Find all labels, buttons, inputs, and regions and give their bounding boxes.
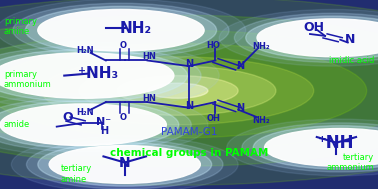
Ellipse shape — [242, 123, 378, 172]
Text: primary
amine: primary amine — [4, 17, 37, 36]
Text: ⁺NH: ⁺NH — [318, 134, 355, 152]
Ellipse shape — [253, 126, 378, 169]
Ellipse shape — [0, 46, 201, 105]
Ellipse shape — [25, 6, 217, 54]
Text: N: N — [344, 33, 355, 46]
Text: NH₂: NH₂ — [252, 42, 270, 51]
Ellipse shape — [0, 42, 219, 110]
Text: H₂N: H₂N — [76, 108, 94, 117]
Text: N: N — [236, 61, 244, 71]
Text: OH: OH — [207, 114, 220, 123]
Text: tertiary
amine: tertiary amine — [60, 164, 92, 184]
Ellipse shape — [0, 15, 378, 166]
Ellipse shape — [13, 3, 229, 57]
Ellipse shape — [0, 50, 187, 102]
Text: PAMAM-G1: PAMAM-G1 — [161, 127, 217, 137]
Ellipse shape — [26, 140, 223, 189]
Ellipse shape — [0, 104, 166, 146]
Text: HN: HN — [143, 52, 156, 61]
Text: HO: HO — [207, 41, 220, 50]
Ellipse shape — [227, 119, 378, 176]
Text: tertiary
ammonium: tertiary ammonium — [327, 153, 374, 172]
Ellipse shape — [117, 76, 238, 106]
Text: N: N — [185, 101, 193, 111]
Ellipse shape — [0, 43, 367, 138]
Text: amide: amide — [4, 120, 30, 129]
Text: HN: HN — [143, 94, 156, 103]
Text: chemical groups in PAMAM: chemical groups in PAMAM — [110, 148, 268, 158]
Text: ⁺NH₃: ⁺NH₃ — [78, 66, 118, 81]
Ellipse shape — [265, 129, 378, 166]
Text: O: O — [119, 41, 126, 50]
Ellipse shape — [147, 83, 208, 98]
Ellipse shape — [0, 0, 246, 61]
Text: NH₂: NH₂ — [252, 115, 270, 125]
Ellipse shape — [42, 57, 314, 125]
Ellipse shape — [257, 19, 378, 57]
Ellipse shape — [0, 30, 378, 151]
Text: OH: OH — [303, 21, 324, 34]
Text: N: N — [119, 156, 130, 170]
Text: primary
ammonium: primary ammonium — [4, 70, 51, 89]
Ellipse shape — [0, 0, 378, 185]
Ellipse shape — [79, 66, 276, 115]
Text: imidic acid: imidic acid — [329, 56, 374, 65]
Ellipse shape — [49, 146, 200, 183]
Text: N: N — [185, 59, 193, 69]
Ellipse shape — [0, 53, 174, 98]
Ellipse shape — [38, 9, 204, 51]
Text: H₂N: H₂N — [76, 46, 94, 55]
Ellipse shape — [246, 16, 378, 60]
Text: O: O — [63, 111, 73, 124]
Text: N: N — [236, 103, 244, 113]
Ellipse shape — [0, 101, 179, 149]
Ellipse shape — [0, 98, 191, 152]
Text: N⁻: N⁻ — [96, 117, 112, 127]
Ellipse shape — [219, 9, 378, 66]
Ellipse shape — [38, 143, 212, 186]
Ellipse shape — [11, 136, 238, 189]
Ellipse shape — [234, 13, 378, 62]
Text: H: H — [100, 126, 108, 136]
Text: NH₂: NH₂ — [120, 21, 152, 36]
Ellipse shape — [0, 94, 208, 156]
Text: O: O — [119, 113, 126, 122]
